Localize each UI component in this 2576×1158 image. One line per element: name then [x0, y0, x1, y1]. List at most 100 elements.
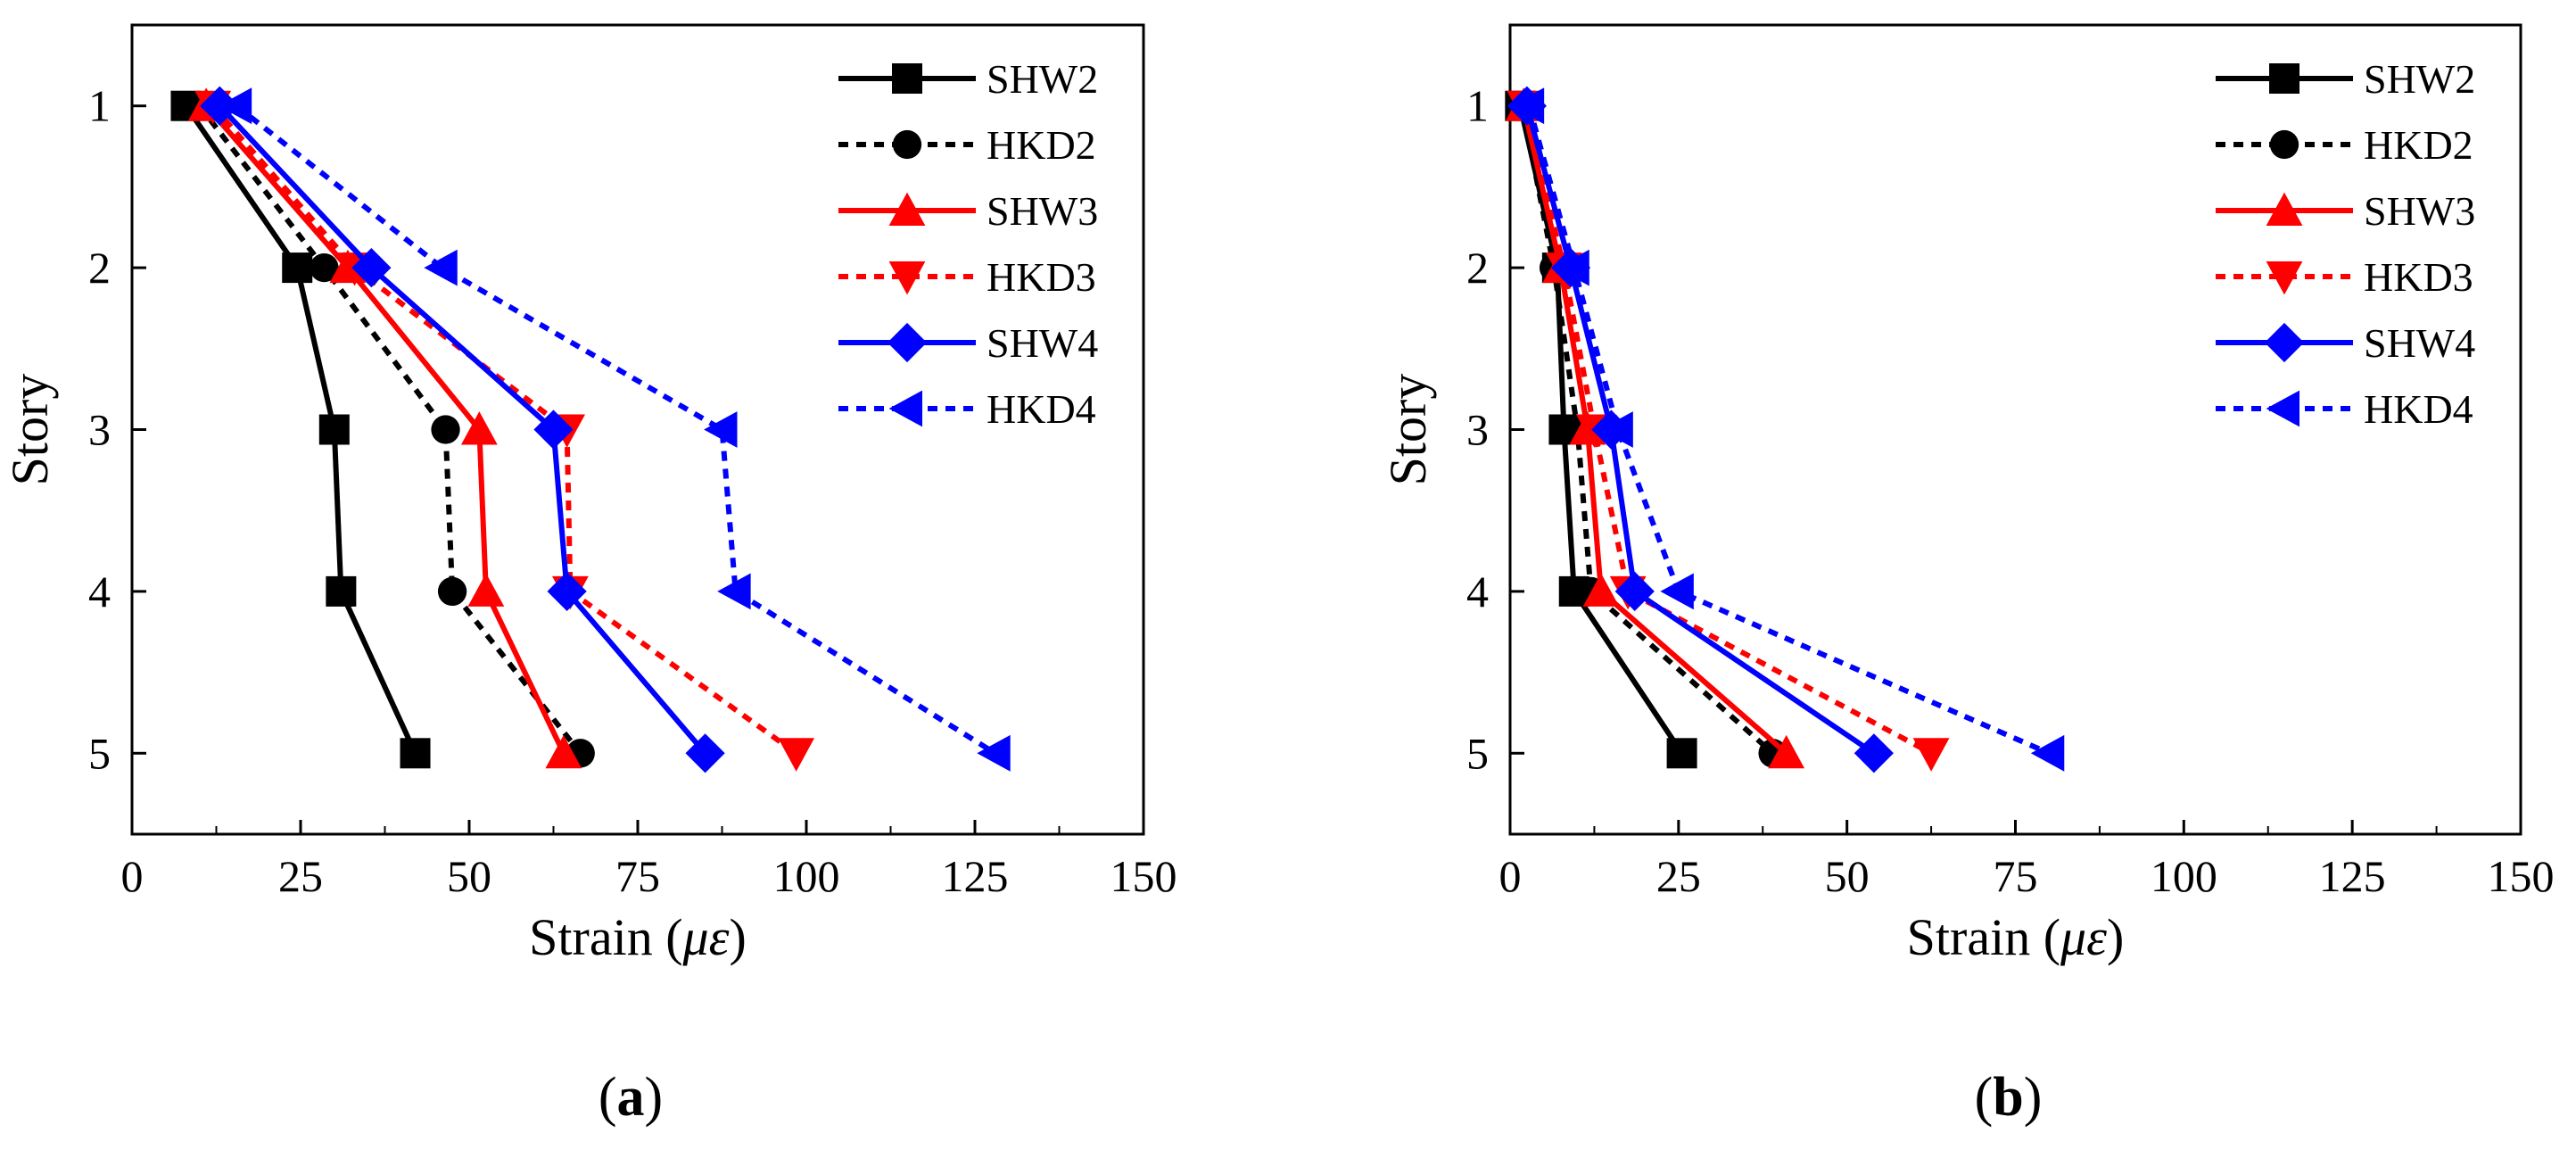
legend-label: HKD4 [987, 386, 1096, 432]
legend-marker-hkd4 [888, 390, 922, 427]
data-point-hkd2 [431, 415, 460, 444]
axis-ticks: 0 25 50 75 100 125 150 1 2 3 4 5 [88, 81, 1177, 901]
legend-marker-shw2 [892, 63, 922, 94]
data-point-shw3 [467, 573, 505, 607]
caption-letter: b [1993, 1067, 2023, 1128]
data-point-hkd4 [2030, 734, 2065, 772]
legend-label: SHW2 [2364, 56, 2475, 102]
legend: SHW2 HKD2 SHW3 HKD3 SHW4 HKD4 [2216, 56, 2475, 432]
data-point-shw3 [1768, 734, 1805, 769]
data-point-hkd4 [1599, 411, 1633, 448]
x-tick-label: 150 [1110, 851, 1177, 901]
x-axis-title-text: Strain [529, 908, 653, 966]
legend-label: SHW4 [987, 320, 1098, 366]
data-point-hkd4 [424, 249, 458, 286]
legend-label: HKD2 [2364, 122, 2473, 168]
x-tick-label: 125 [2319, 851, 2386, 901]
x-tick-label: 50 [1825, 851, 1870, 901]
data-point-hkd4 [1660, 573, 1694, 610]
data-point-hkd4 [218, 87, 252, 125]
y-tick-label: 3 [88, 405, 111, 455]
y-axis-title: Story [1, 374, 59, 486]
series-line-hkd3 [1522, 104, 1933, 756]
y-tick-label: 2 [88, 243, 111, 293]
x-axis-title-paren-open: ( [653, 908, 683, 966]
y-tick-label: 4 [88, 567, 111, 616]
y-tick-label: 4 [1466, 567, 1489, 616]
y-axis-title: Story [1379, 374, 1437, 486]
data-point-hkd3 [1912, 738, 1950, 772]
legend: SHW2 HKD2 SHW3 HKD3 SHW4 HKD4 [838, 56, 1098, 432]
legend-marker-shw3 [2266, 192, 2303, 226]
x-tick-label: 100 [2151, 851, 2217, 901]
x-tick-label: 0 [121, 851, 144, 901]
legend-marker-shw4 [2264, 322, 2305, 363]
caption-paren-close: ) [645, 1067, 664, 1128]
data-point-hkd4 [977, 734, 1011, 772]
caption-paren-open: ( [1975, 1067, 1994, 1128]
x-tick-label: 0 [1499, 851, 1522, 901]
legend-marker-hkd3 [2266, 261, 2303, 295]
series-line-shw3 [203, 103, 566, 755]
x-tick-label: 25 [1656, 851, 1701, 901]
x-tick-label: 50 [447, 851, 491, 901]
data-point-hkd2 [437, 576, 467, 607]
y-tick-label: 3 [1466, 405, 1489, 455]
x-tick-label: 150 [2488, 851, 2555, 901]
legend-marker-hkd3 [888, 261, 926, 295]
data-point-shw4 [547, 571, 587, 611]
legend-label: HKD3 [987, 254, 1096, 300]
x-axis-title-paren-close: ) [2107, 908, 2124, 966]
x-axis-title-text: Strain [1907, 908, 2031, 966]
y-tick-label: 1 [1466, 81, 1489, 131]
legend-label: SHW3 [2364, 188, 2475, 234]
legend-marker-hkd2 [2269, 129, 2299, 160]
x-tick-label: 125 [942, 851, 1009, 901]
series-line-hkd4 [235, 103, 997, 756]
data-point-shw3 [545, 734, 582, 769]
legend-marker-shw4 [887, 322, 928, 363]
panel-caption: (a) [599, 1067, 663, 1128]
data-point-hkd3 [778, 738, 815, 772]
data-point-hkd4 [1510, 87, 1545, 125]
x-tick-label: 75 [615, 851, 660, 901]
y-tick-label: 2 [1466, 243, 1489, 293]
data-point-shw2 [400, 738, 431, 769]
x-axis-title: Strain (με) [1907, 908, 2125, 966]
legend-label: HKD3 [2364, 254, 2473, 300]
data-point-hkd4 [704, 411, 738, 448]
caption-paren-open: ( [599, 1067, 617, 1128]
legend-marker-hkd2 [892, 129, 922, 160]
data-point-shw4 [685, 733, 725, 773]
x-tick-label: 25 [278, 851, 323, 901]
panel-caption: (b) [1975, 1067, 2043, 1128]
x-axis-title-unit: με [682, 908, 730, 966]
series-line-hkd2 [197, 103, 583, 756]
legend-label: SHW2 [987, 56, 1098, 102]
data-point-hkd2 [310, 252, 339, 283]
legend-label: HKD2 [987, 122, 1096, 168]
data-point-shw4 [1854, 733, 1894, 773]
y-tick-label: 1 [88, 81, 111, 131]
data-point-shw4 [351, 248, 392, 288]
x-axis-title-paren-close: ) [730, 908, 747, 966]
caption-paren-close: ) [2024, 1067, 2043, 1128]
y-tick-label: 5 [88, 728, 111, 778]
data-point-shw2 [318, 414, 350, 445]
data-point-shw2 [326, 575, 357, 607]
data-point-shw4 [1614, 571, 1655, 611]
data-point-shw4 [533, 409, 574, 450]
legend-label: SHW4 [2364, 320, 2475, 366]
x-tick-label: 100 [773, 851, 840, 901]
legend-marker-shw3 [888, 192, 926, 226]
data-point-shw3 [1582, 573, 1620, 607]
x-axis-title-paren-open: ( [2030, 908, 2060, 966]
series-line-hkd4 [1526, 104, 2051, 757]
caption-letter: a [617, 1067, 645, 1128]
series-group [1505, 86, 2065, 773]
data-point-hkd4 [717, 573, 751, 610]
data-point-shw2 [282, 252, 313, 284]
